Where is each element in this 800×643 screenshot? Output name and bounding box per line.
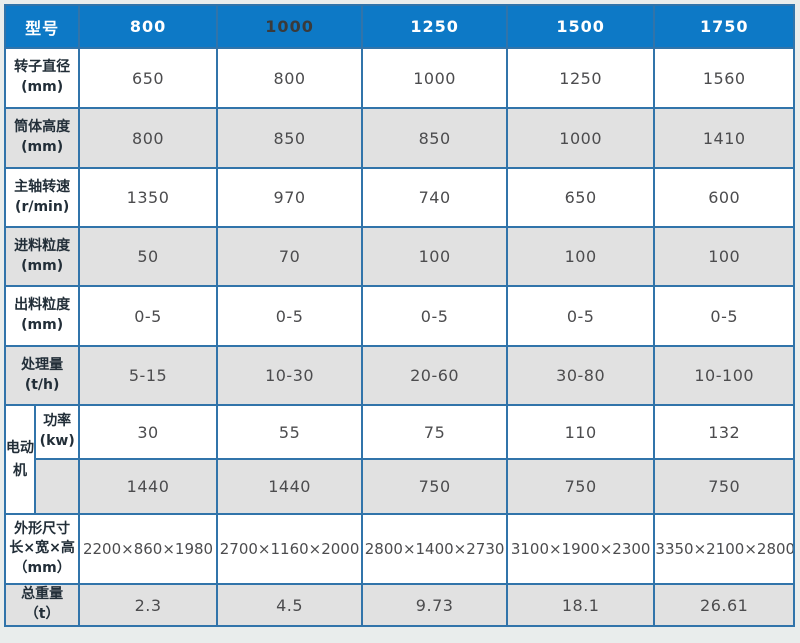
cell-value: 30-80: [505, 345, 656, 406]
cell-value: 1440: [78, 458, 218, 515]
cell-value: 100: [653, 226, 795, 287]
cell-value: 1000: [361, 47, 508, 109]
row-spindle-speed: 主轴转速 (r/min) 1350 970 740 650 600: [3, 167, 795, 228]
row-capacity: 处理量 (t/h) 5-15 10-30 20-60 30-80 10-100: [3, 345, 795, 406]
cell-value: 750: [505, 458, 656, 515]
row-unit-text: (mm): [21, 139, 64, 155]
row-discharge-size: 出料粒度 (mm) 0-5 0-5 0-5 0-5 0-5: [3, 285, 795, 347]
cell-value: 650: [78, 47, 218, 109]
cell-value: 26.61: [653, 583, 795, 627]
row-label-discharge-size: 出料粒度 (mm): [3, 285, 81, 347]
cell-value: 9.73: [361, 583, 508, 627]
header-row: 型号 800 1000 1250 1500 1750: [3, 4, 795, 49]
header-cell-model-1000: 1000: [215, 4, 364, 49]
cell-value: 2200×860×1980: [78, 513, 218, 585]
cell-value: 740: [361, 167, 508, 228]
row-unit-text: (t/h): [24, 376, 60, 393]
cell-value: 18.1: [505, 583, 656, 627]
row-feed-size: 进料粒度 (mm) 50 70 100 100 100: [3, 226, 795, 287]
cell-value: 2700×1160×2000: [215, 513, 364, 585]
cell-value: 850: [361, 107, 508, 169]
row-label-text: 总重量: [21, 586, 64, 603]
cell-value: 5-15: [78, 345, 218, 406]
cell-value: 100: [505, 226, 656, 287]
cell-value: 3350×2100×2800: [653, 513, 795, 585]
cell-value: 10-100: [653, 345, 795, 406]
cell-value: 1410: [653, 107, 795, 169]
cell-value: 1350: [78, 167, 218, 228]
header-cell-model-1250: 1250: [361, 4, 508, 49]
motor-power-label: 功率 (kw): [34, 404, 81, 460]
cell-value: 110: [505, 404, 656, 460]
cell-value: 50: [78, 226, 218, 287]
cell-value: 750: [653, 458, 795, 515]
row-cylinder-height: 筒体高度 (mm) 800 850 850 1000 1410: [3, 107, 795, 169]
row-label-text: 长×宽×高: [9, 540, 75, 557]
header-cell-model-1500: 1500: [505, 4, 656, 49]
cell-value: 10-30: [215, 345, 364, 406]
row-unit-text: (mm): [21, 257, 64, 274]
cell-value: 0-5: [505, 285, 656, 347]
row-label-text: 主轴转速: [14, 178, 71, 195]
cell-value: 132: [653, 404, 795, 460]
cell-value: 100: [361, 226, 508, 287]
row-label-spindle-speed: 主轴转速 (r/min): [3, 167, 81, 228]
header-cell-model-label: 型号: [3, 4, 81, 49]
cell-value: 1440: [215, 458, 364, 515]
cell-value: 800: [78, 107, 218, 169]
spec-table: 型号 800 1000 1250 1500 1750 转子直径 (mm) 650…: [3, 4, 795, 627]
cell-value: 850: [215, 107, 364, 169]
row-motor-power: 电动机 功率 (kw) 30 55 75 110 132: [3, 404, 795, 515]
cell-value: 970: [215, 167, 364, 228]
row-unit-text: （mm）: [13, 559, 71, 576]
row-label-rotor-diameter: 转子直径 (mm): [3, 47, 81, 109]
row-label-capacity: 处理量 (t/h): [3, 345, 81, 406]
cell-value: 0-5: [361, 285, 508, 347]
cell-value: 800: [215, 47, 364, 109]
row-unit-text: (kw): [39, 433, 75, 449]
cell-value: 0-5: [215, 285, 364, 347]
row-label-cylinder-height: 筒体高度 (mm): [3, 107, 81, 169]
row-label-feed-size: 进料粒度 (mm): [3, 226, 81, 287]
row-label-text: 转子直径: [14, 59, 71, 76]
cell-value: 600: [653, 167, 795, 228]
header-cell-model-1750: 1750: [653, 4, 795, 49]
cell-value: 4.5: [215, 583, 364, 627]
cell-value: 30: [78, 404, 218, 460]
cell-value: 650: [505, 167, 656, 228]
header-cell-model-800: 800: [78, 4, 218, 49]
row-dimensions: 外形尺寸 长×宽×高 （mm） 2200×860×1980 2700×1160×…: [3, 513, 795, 585]
motor-speed-label-empty: [34, 458, 81, 515]
row-label-text: 筒体高度: [14, 119, 71, 136]
row-total-weight: 总重量 （t） 2.3 4.5 9.73 18.1 26.61: [3, 583, 795, 627]
row-unit-text: (mm): [21, 317, 64, 333]
cell-value: 3100×1900×2300: [505, 513, 656, 585]
cell-value: 1560: [653, 47, 795, 109]
row-label-text: 功率: [43, 413, 72, 430]
cell-value: 2800×1400×2730: [361, 513, 508, 585]
cell-value: 1000: [505, 107, 656, 169]
row-label-text: 外形尺寸: [14, 520, 71, 537]
cell-value: 1250: [505, 47, 656, 109]
cell-value: 55: [215, 404, 364, 460]
cell-value: 750: [361, 458, 508, 515]
row-label-text: 出料粒度: [14, 297, 71, 314]
cell-value: 75: [361, 404, 508, 460]
cell-value: 20-60: [361, 345, 508, 406]
row-unit-text: （t）: [24, 606, 60, 622]
row-unit-text: (mm): [21, 79, 64, 95]
row-label-total-weight: 总重量 （t）: [3, 583, 81, 627]
row-label-text: 进料粒度: [14, 237, 71, 254]
row-label-dimensions: 外形尺寸 长×宽×高 （mm）: [3, 513, 81, 585]
motor-group-label: 电动机: [3, 404, 37, 515]
row-rotor-diameter: 转子直径 (mm) 650 800 1000 1250 1560: [3, 47, 795, 109]
cell-value: 0-5: [653, 285, 795, 347]
cell-value: 70: [215, 226, 364, 287]
row-unit-text: (r/min): [15, 198, 70, 215]
cell-value: 0-5: [78, 285, 218, 347]
row-label-text: 处理量: [21, 356, 64, 373]
row-motor-speed: 1440 1440 750 750 750: [5, 458, 795, 515]
cell-value: 2.3: [78, 583, 218, 627]
